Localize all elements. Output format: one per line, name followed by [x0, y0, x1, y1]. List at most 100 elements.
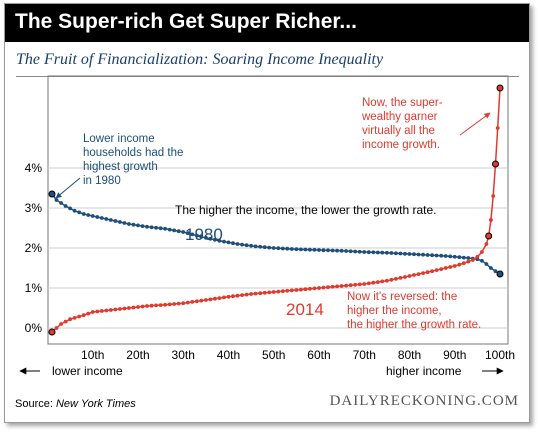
data-point [385, 250, 389, 255]
data-point [99, 309, 104, 313]
data-point [452, 264, 457, 268]
data-point [163, 302, 168, 307]
brand-logo: DAILYRECKONING.COM [329, 393, 519, 409]
data-point [280, 246, 285, 251]
data-point [145, 224, 149, 229]
source-note: Source: New York Times [15, 398, 136, 410]
data-point [416, 272, 421, 276]
data-point [136, 223, 140, 228]
highlight-point [496, 270, 504, 278]
data-point [276, 246, 281, 251]
data-point [149, 303, 154, 308]
data-point [226, 294, 231, 299]
data-point [375, 280, 380, 284]
data-point [77, 210, 82, 215]
data-point [217, 296, 222, 300]
data-point [54, 198, 59, 202]
data-point [167, 227, 172, 232]
data-point [489, 266, 493, 270]
data-point [403, 275, 407, 279]
x-label-right: higher income [386, 364, 462, 378]
data-point [68, 317, 72, 322]
data-point [357, 249, 362, 254]
data-point [140, 304, 145, 309]
data-point [403, 251, 407, 256]
data-point [181, 230, 186, 234]
data-point [77, 314, 82, 319]
data-point [289, 288, 294, 293]
data-point [190, 300, 195, 304]
data-point [194, 299, 199, 304]
data-point [145, 304, 149, 308]
data-point [394, 277, 398, 281]
data-point [199, 298, 204, 303]
data-point [317, 248, 321, 252]
data-point [425, 270, 430, 275]
data-point [330, 248, 335, 253]
data-point [421, 271, 425, 275]
data-point [407, 252, 412, 256]
data-point [308, 286, 312, 291]
data-point [285, 246, 290, 251]
data-point [425, 253, 430, 257]
page-title: The Super-rich Get Super Richer... [15, 10, 357, 33]
annotation-line: virtually all the [362, 125, 435, 137]
data-point [348, 283, 353, 288]
data-point [249, 243, 254, 248]
data-point [90, 310, 95, 314]
data-point [448, 265, 453, 269]
data-point [335, 284, 339, 289]
data-point [398, 251, 403, 256]
data-point [489, 218, 493, 222]
plot-area [47, 75, 509, 345]
highlight-point [492, 160, 499, 168]
data-point [289, 247, 294, 251]
data-point [199, 234, 204, 239]
data-point [213, 237, 217, 242]
data-point [176, 301, 181, 306]
x-axis-ticks: 10th 20th 30th 40th 50th 60th 70th 80th 90th 100t… [81, 348, 515, 362]
annotation-super-wealthy: Now, the super- wealthy garner virtually… [361, 97, 446, 151]
data-point [95, 309, 100, 314]
data-point [258, 244, 263, 249]
data-point [335, 248, 339, 253]
data-point [466, 256, 471, 260]
data-point [86, 213, 91, 217]
data-point [389, 277, 394, 282]
data-point [470, 258, 475, 262]
data-point [421, 252, 425, 257]
data-point [72, 208, 77, 213]
highlight-point [485, 232, 493, 240]
data-point [235, 293, 240, 298]
data-point [434, 268, 439, 272]
data-point [158, 226, 163, 231]
data-point [118, 307, 122, 311]
data-point [366, 281, 371, 286]
data-point [122, 306, 127, 311]
annotation-trend-1980: The higher the income, the lower the gro… [175, 203, 436, 217]
series-1980 [50, 192, 502, 276]
data-point [208, 236, 213, 241]
data-point [235, 242, 240, 246]
x-tick-label: 50th [262, 348, 285, 362]
data-point [317, 286, 321, 290]
chart-frame: The Super-rich Get Super Richer... The F… [4, 3, 530, 423]
x-tick-label: 40th [217, 348, 240, 362]
series-layer [50, 86, 502, 334]
data-point [484, 242, 489, 246]
data-point [461, 261, 466, 266]
data-point [385, 278, 389, 283]
y-axis-ticks: 0% 1% 2% 3% 4% [25, 161, 43, 335]
data-point [118, 220, 122, 224]
annotation-line: households had the [83, 147, 183, 159]
data-point [416, 252, 421, 257]
data-point [299, 287, 303, 292]
data-point [72, 316, 77, 320]
data-point [380, 279, 385, 284]
data-point [321, 248, 326, 253]
data-point [491, 194, 496, 198]
source-label: Source: [15, 398, 53, 410]
y-tick-label: 3% [25, 201, 43, 215]
data-point [344, 249, 348, 253]
data-point [99, 216, 104, 220]
